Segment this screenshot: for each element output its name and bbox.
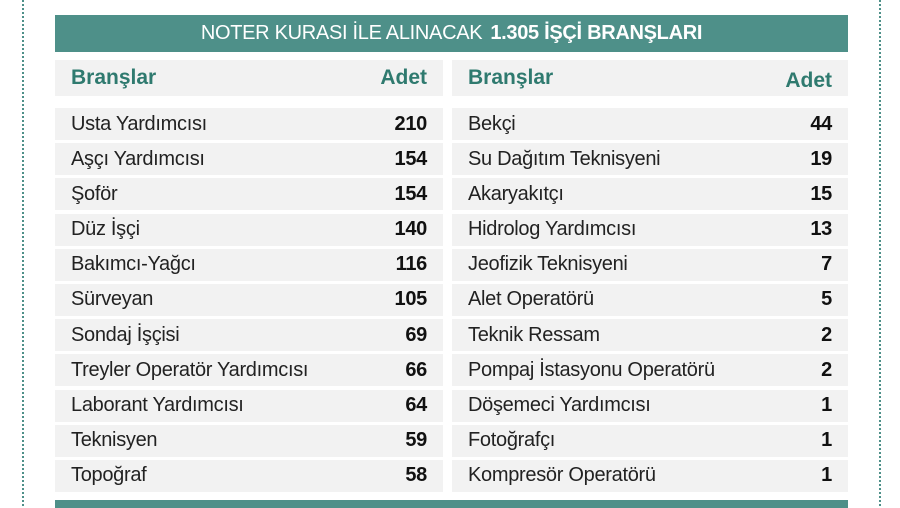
branch-count: 59 xyxy=(405,429,427,452)
branch-name: Fotoğrafçı xyxy=(468,429,556,452)
branch-count: 2 xyxy=(821,323,832,346)
table-row: Düz İşçi 140 xyxy=(55,213,443,246)
branch-count: 44 xyxy=(810,112,832,135)
table-row: Akaryakıtçı 15 xyxy=(452,178,848,211)
branch-name: Sürveyan xyxy=(71,288,154,311)
branch-count: 105 xyxy=(394,288,428,311)
branch-count: 69 xyxy=(405,323,427,346)
count-column-header: Adet xyxy=(380,66,427,89)
branch-name: Akaryakıtçı xyxy=(468,182,564,205)
table-row: Bekçi 44 xyxy=(452,108,848,140)
table-row: Jeofizik Teknisyeni 7 xyxy=(452,248,848,281)
table-title: NOTER KURASI İLE ALINACAK 1.305 İŞÇİ BRA… xyxy=(55,15,848,52)
table-row: Topoğraf 58 xyxy=(55,459,443,492)
branch-count: 1 xyxy=(821,394,832,416)
branch-count: 2 xyxy=(821,358,832,381)
table-row: Su Dağıtım Teknisyeni 19 xyxy=(452,143,848,176)
dotted-border-left xyxy=(22,0,24,506)
title-prefix: NOTER KURASI İLE ALINACAK xyxy=(200,22,483,44)
branch-count: 66 xyxy=(405,358,427,381)
branch-count: 154 xyxy=(394,182,428,205)
branch-count: 64 xyxy=(405,394,427,416)
count-column-header: Adet xyxy=(785,69,832,92)
branch-count: 1 xyxy=(821,464,832,487)
branch-name: Pompaj İstasyonu Operatörü xyxy=(468,358,715,381)
branch-count: 7 xyxy=(821,253,832,276)
table-row: Treyler Operatör Yardımcısı 66 xyxy=(55,354,443,387)
branch-name: Teknik Ressam xyxy=(468,323,600,346)
title-bold: 1.305 İŞÇİ BRANŞLARI xyxy=(490,22,703,44)
branch-column-header: Branşlar xyxy=(468,66,554,89)
table-row: Aşçı Yardımcısı 154 xyxy=(55,143,443,176)
branch-name: Aşçı Yardımcısı xyxy=(71,147,205,170)
table-row: Sondaj İşçisi 69 xyxy=(55,319,443,352)
table-row: Hidrolog Yardımcısı 13 xyxy=(452,213,848,246)
table-row: Şoför 154 xyxy=(55,178,443,211)
branch-column-header: Branşlar xyxy=(71,66,157,89)
right-table: Branşlar Adet Bekçi 44 Su Dağıtım Teknisye… xyxy=(452,60,848,495)
right-table-header: Branşlar Adet xyxy=(452,60,848,96)
dotted-border-right xyxy=(879,0,881,506)
branch-count: 140 xyxy=(394,218,428,241)
branch-name: Treyler Operatör Yardımcısı xyxy=(71,358,309,381)
branch-name: Teknisyen xyxy=(71,429,158,452)
branch-name: Hidrolog Yardımcısı xyxy=(468,218,637,241)
table-row: Laborant Yardımcısı 64 xyxy=(55,389,443,422)
branch-count: 19 xyxy=(810,147,832,170)
table-row: Teknik Ressam 2 xyxy=(452,319,848,352)
branch-count: 13 xyxy=(810,218,832,241)
bottom-bar xyxy=(55,500,848,508)
branch-name: Bakımcı-Yağcı xyxy=(71,253,196,276)
branch-count: 15 xyxy=(810,182,832,205)
table-row: Bakımcı-Yağcı 116 xyxy=(55,248,443,281)
branch-name: Düz İşçi xyxy=(71,218,140,241)
branch-name: Şoför xyxy=(71,182,118,205)
branch-name: Sondaj İşçisi xyxy=(71,323,180,346)
table-row: Teknisyen 59 xyxy=(55,424,443,457)
table-row: Sürveyan 105 xyxy=(55,283,443,316)
branch-count: 5 xyxy=(821,288,832,311)
branch-name: Jeofizik Teknisyeni xyxy=(468,253,628,276)
branch-count: 210 xyxy=(394,112,428,135)
branch-name: Bekçi xyxy=(468,112,516,135)
left-table: Branşlar Adet Usta Yardımcısı 210 Aşçı Yar… xyxy=(55,60,443,495)
branch-count: 58 xyxy=(405,464,427,487)
table-row: Fotoğrafçı 1 xyxy=(452,424,848,457)
branch-name: Su Dağıtım Teknisyeni xyxy=(468,147,661,170)
branch-name: Usta Yardımcısı xyxy=(71,112,207,135)
branch-count: 116 xyxy=(395,253,428,276)
table-row: Usta Yardımcısı 210 xyxy=(55,108,443,140)
table-row: Kompresör Operatörü 1 xyxy=(452,459,848,492)
table-row: Pompaj İstasyonu Operatörü 2 xyxy=(452,354,848,387)
branch-name: Laborant Yardımcısı xyxy=(71,394,244,416)
table-row: Döşemeci Yardımcısı 1 xyxy=(452,389,848,422)
branch-name: Kompresör Operatörü xyxy=(468,464,656,487)
branch-name: Topoğraf xyxy=(71,464,147,487)
left-table-header: Branşlar Adet xyxy=(55,60,443,96)
branch-count: 1 xyxy=(821,429,832,452)
table-row: Alet Operatörü 5 xyxy=(452,283,848,316)
branch-name: Döşemeci Yardımcısı xyxy=(468,394,651,416)
branch-count: 154 xyxy=(394,147,428,170)
branch-name: Alet Operatörü xyxy=(468,288,594,311)
